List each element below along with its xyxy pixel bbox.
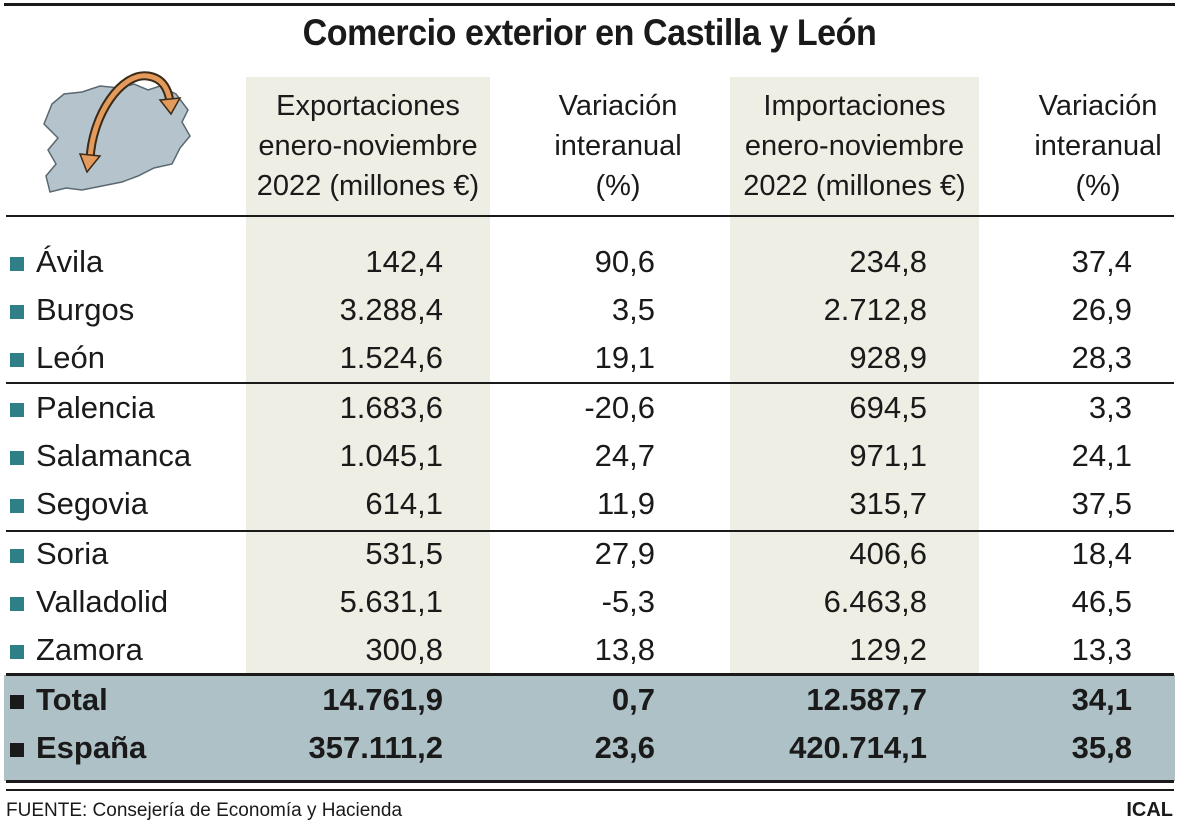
var-imports-value: 18,4 [1071, 536, 1132, 571]
row-bullet [10, 403, 24, 417]
arrowhead-right [158, 97, 182, 116]
header-rule [6, 215, 1174, 217]
group-rule [6, 382, 1174, 384]
table-row: Palencia 1.683,6 -20,6 694,5 3,3 [0, 384, 1179, 432]
var-imports-value: 37,5 [1071, 486, 1132, 521]
imports-value: 406,6 [849, 536, 927, 571]
header-imports: Importaciones enero-noviembre 2022 (millon… [743, 90, 966, 202]
total-label: Total [36, 682, 108, 717]
var-imports-value: 37,4 [1071, 244, 1132, 279]
province-name: Ávila [36, 244, 104, 279]
group-rule [6, 530, 1174, 532]
province-name: Soria [36, 536, 109, 571]
arrowhead-left [78, 153, 102, 174]
var-exports-value: 27,9 [594, 536, 655, 571]
exports-value: 357.111,2 [308, 730, 444, 765]
chart-title: Comercio exterior en Castilla y León [302, 12, 877, 53]
table-row: Ávila 142,4 90,6 234,8 37,4 [0, 238, 1179, 286]
totals-rule [6, 673, 1174, 676]
var-exports-value: 24,7 [594, 438, 655, 473]
var-exports-value: 90,6 [594, 244, 655, 279]
table-row: Salamanca 1.045,1 24,7 971,1 24,1 [0, 432, 1179, 480]
exports-column-shade [246, 77, 490, 673]
table-row: Segovia 614,1 11,9 315,7 37,5 [0, 480, 1179, 528]
exports-value: 1.045,1 [339, 438, 443, 473]
imports-value: 315,7 [849, 486, 927, 521]
row-bullet [10, 451, 24, 465]
var-exports-value: 23,6 [594, 730, 655, 765]
province-name: Burgos [36, 292, 135, 327]
imports-value: 420.714,1 [789, 730, 927, 765]
var-exports-value: 19,1 [594, 340, 655, 375]
header-exports: Exportaciones enero-noviembre 2022 (millon… [256, 90, 480, 202]
var-imports-value: 34,1 [1071, 682, 1132, 717]
source-note: FUENTE: Consejería de Economía y Haciend… [6, 800, 403, 821]
row-bullet [10, 549, 24, 563]
imports-value: 234,8 [849, 244, 927, 279]
var-imports-value: 28,3 [1071, 340, 1132, 375]
row-bullet [10, 695, 24, 709]
province-name: Valladolid [36, 584, 169, 619]
var-exports-value: 0,7 [611, 682, 655, 717]
var-imports-value: 13,3 [1071, 632, 1132, 667]
province-name: León [36, 340, 105, 375]
imports-value: 694,5 [849, 390, 927, 425]
exports-value: 1.683,6 [339, 390, 443, 425]
imports-value: 12.587,7 [806, 682, 927, 717]
table-row: León 1.524,6 19,1 928,9 28,3 [0, 334, 1179, 382]
exports-value: 531,5 [365, 536, 443, 571]
province-name: Zamora [36, 632, 143, 667]
header-var-imports: Variación interanual (%) [1034, 90, 1162, 202]
var-exports-value: 13,8 [594, 632, 655, 667]
province-name: Segovia [36, 486, 149, 521]
row-bullet [10, 645, 24, 659]
row-bullet [10, 353, 24, 367]
province-name: Palencia [36, 390, 155, 425]
table-row: Valladolid 5.631,1 -5,3 6.463,8 46,5 [0, 578, 1179, 626]
table-row: Zamora 300,8 13,8 129,2 13,3 [0, 626, 1179, 674]
var-exports-value: 3,5 [611, 292, 655, 327]
var-imports-value: 35,8 [1071, 730, 1132, 765]
var-imports-value: 3,3 [1088, 390, 1132, 425]
var-imports-value: 24,1 [1071, 438, 1132, 473]
spain-row: España 357.111,2 23,6 420.714,1 35,8 [0, 724, 1179, 772]
table-row: Soria 531,5 27,9 406,6 18,4 [0, 530, 1179, 578]
imports-column-shade [730, 77, 979, 673]
totals-band [4, 675, 1175, 781]
imports-value: 6.463,8 [823, 584, 927, 619]
bottom-rule [6, 780, 1174, 783]
exports-value: 300,8 [365, 632, 443, 667]
exports-value: 14.761,9 [322, 682, 443, 717]
header-var-exports: Variación interanual (%) [554, 90, 682, 202]
imports-value: 129,2 [849, 632, 927, 667]
spain-label: España [36, 730, 147, 765]
var-exports-value: -20,6 [584, 390, 655, 425]
export-arrow-fill [87, 73, 173, 161]
agency-credit: ICAL [1126, 799, 1173, 821]
row-bullet [10, 305, 24, 319]
exports-value: 5.631,1 [339, 584, 443, 619]
exports-value: 1.524,6 [339, 340, 443, 375]
var-imports-value: 46,5 [1071, 584, 1132, 619]
row-bullet [10, 257, 24, 271]
var-imports-value: 26,9 [1071, 292, 1132, 327]
exports-value: 614,1 [365, 486, 443, 521]
province-name: Salamanca [36, 438, 192, 473]
exports-value: 3.288,4 [339, 292, 443, 327]
var-exports-value: 11,9 [596, 486, 655, 521]
var-exports-value: -5,3 [601, 584, 655, 619]
castilla-leon-map-icon [43, 71, 191, 193]
row-bullet [10, 597, 24, 611]
row-bullet [10, 499, 24, 513]
top-rule [4, 3, 1175, 6]
footer-rule [6, 789, 1174, 791]
imports-value: 2.712,8 [823, 292, 927, 327]
exports-value: 142,4 [365, 244, 443, 279]
table-row: Burgos 3.288,4 3,5 2.712,8 26,9 [0, 286, 1179, 334]
row-bullet [10, 743, 24, 757]
imports-value: 928,9 [849, 340, 927, 375]
total-row: Total 14.761,9 0,7 12.587,7 34,1 [0, 676, 1179, 724]
imports-value: 971,1 [849, 438, 927, 473]
